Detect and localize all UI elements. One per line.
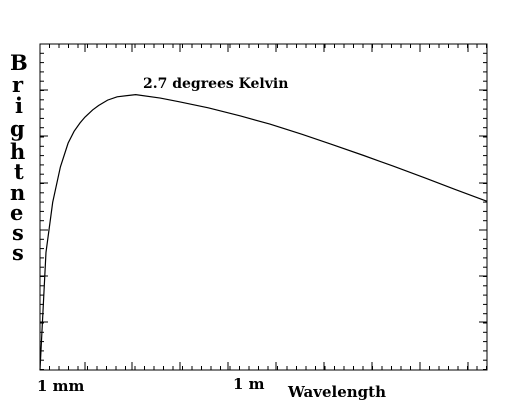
x-minor-ticks: [39, 44, 487, 370]
y-axis-letter-9: s: [12, 220, 24, 245]
y-minor-ticks: [40, 43, 487, 370]
plot-frame: [39, 43, 488, 371]
y-axis-letter-3: i: [15, 93, 23, 118]
x-tick-label-1m: 1 m: [233, 375, 265, 393]
y-axis-letter-6: t: [14, 159, 24, 184]
y-axis-letter-8: e: [10, 200, 23, 225]
y-axis-letter-7: n: [10, 180, 25, 205]
y-major-ticks: [40, 43, 487, 371]
brightness-curve: [39, 94, 488, 371]
y-axis-letter-4: g: [10, 116, 25, 141]
x-axis-label: Wavelength: [287, 383, 386, 401]
y-axis-letter-1: B: [10, 50, 28, 75]
y-axis-label: B r i g h t n e s s: [10, 50, 28, 265]
x-tick-label-1mm: 1 mm: [37, 377, 85, 395]
y-axis-letter-2: r: [12, 72, 24, 97]
y-axis-letter-5: h: [10, 139, 25, 164]
chart-title: 2.7 degrees Kelvin: [143, 76, 288, 92]
y-axis-letter-10: s: [12, 240, 24, 265]
x-major-ticks: [84, 44, 469, 370]
plot-frame-rect: [39, 43, 488, 371]
